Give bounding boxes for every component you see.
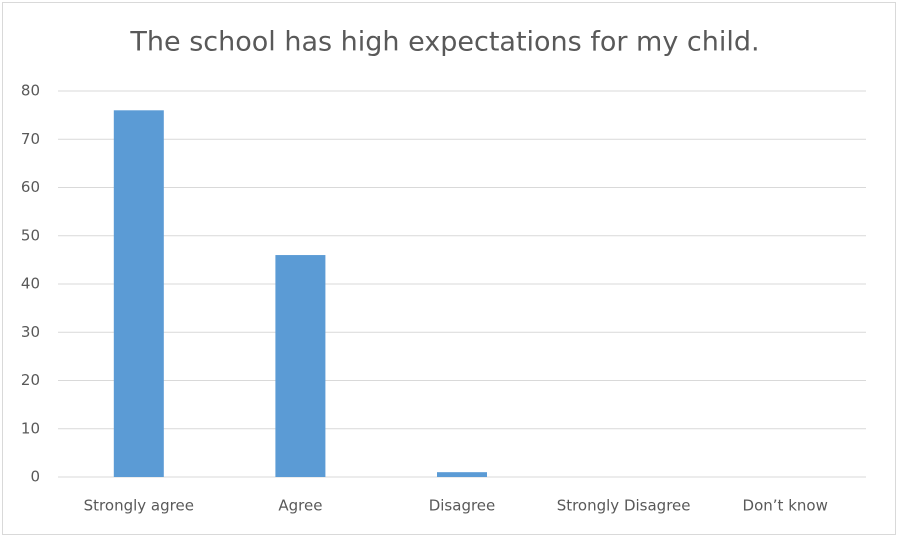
chart-title: The school has high expectations for my … (129, 27, 759, 58)
y-tick-label: 80 (21, 82, 40, 100)
x-tick-label: Don’t know (743, 497, 828, 515)
y-tick-label: 10 (21, 419, 40, 437)
x-tick-label: Agree (278, 497, 322, 515)
x-tick-label: Strongly agree (84, 497, 194, 515)
y-tick-label: 60 (21, 178, 40, 196)
bar (437, 472, 487, 477)
y-tick-label: 50 (21, 226, 40, 244)
y-tick-label: 30 (21, 323, 40, 341)
y-tick-label: 70 (21, 130, 40, 148)
bar (275, 255, 326, 477)
y-tick-label: 20 (21, 371, 40, 389)
y-tick-label: 0 (30, 468, 40, 486)
x-tick-label: Strongly Disagree (557, 497, 691, 515)
bar (113, 110, 164, 478)
y-tick-label: 40 (21, 275, 40, 293)
x-tick-label: Disagree (429, 497, 496, 515)
